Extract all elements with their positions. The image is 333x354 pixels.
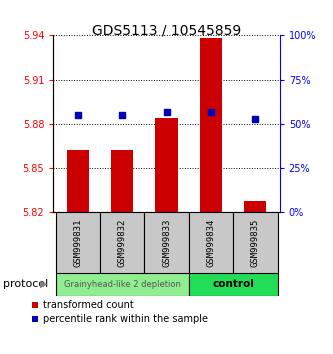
Text: ▶: ▶ — [40, 279, 47, 289]
Text: GSM999835: GSM999835 — [251, 218, 260, 267]
Bar — [189, 212, 233, 273]
Text: GSM999833: GSM999833 — [162, 218, 171, 267]
Bar — [189, 273, 277, 296]
Bar — [144, 212, 189, 273]
Bar — [56, 212, 100, 273]
Text: GSM999832: GSM999832 — [118, 218, 127, 267]
Bar — [200, 38, 222, 212]
Text: GSM999834: GSM999834 — [206, 218, 215, 267]
Text: GSM999831: GSM999831 — [73, 218, 82, 267]
Bar — [67, 150, 89, 212]
Point — [164, 109, 169, 114]
Point — [253, 116, 258, 121]
Point — [120, 112, 125, 118]
Bar — [111, 150, 133, 212]
Bar — [56, 273, 189, 296]
Legend: transformed count, percentile rank within the sample: transformed count, percentile rank withi… — [32, 301, 208, 324]
Text: protocol: protocol — [3, 279, 49, 289]
Bar — [244, 201, 266, 212]
Bar — [100, 212, 144, 273]
Point — [75, 112, 80, 118]
Text: Grainyhead-like 2 depletion: Grainyhead-like 2 depletion — [64, 280, 180, 289]
Text: control: control — [212, 279, 254, 289]
Point — [208, 109, 213, 114]
Bar — [156, 118, 177, 212]
Text: GDS5113 / 10545859: GDS5113 / 10545859 — [92, 23, 241, 37]
Bar — [233, 212, 277, 273]
